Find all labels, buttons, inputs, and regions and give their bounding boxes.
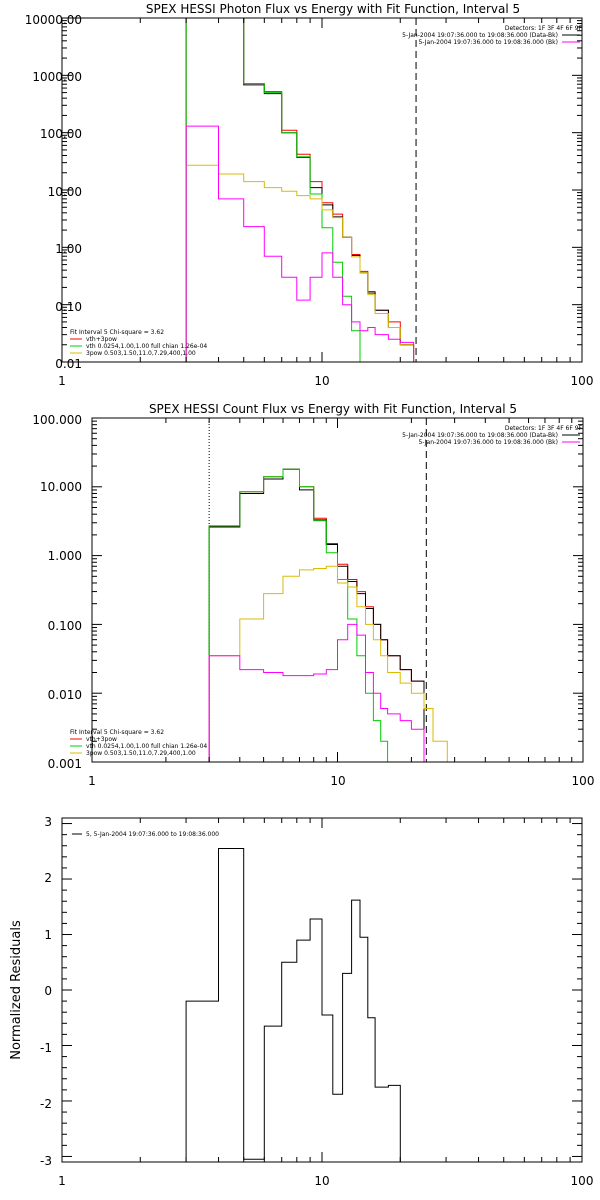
series-line-2 bbox=[185, 18, 368, 362]
y-tick-label: 0.100 bbox=[48, 619, 82, 633]
y-tick-label: 0.01 bbox=[55, 357, 82, 371]
series-line-4 bbox=[185, 125, 415, 362]
legend-entry: 5, 5-Jan-2004 19:07:36.000 to 19:08:36.0… bbox=[86, 831, 219, 838]
plot-area bbox=[61, 817, 583, 1163]
legend: Fit Interval 5 Chi-square = 3.62 vth+3po… bbox=[70, 329, 207, 357]
y-tick-label: 1 bbox=[44, 928, 52, 942]
x-ticks: 1 10 100 bbox=[88, 774, 594, 788]
x-tick-label: 1 bbox=[58, 1174, 66, 1188]
y-tick-label: 1.00 bbox=[55, 242, 82, 256]
y-tick-label: 0 bbox=[44, 984, 52, 998]
y-tick-label: 10.000 bbox=[40, 480, 82, 494]
series-line-0 bbox=[208, 468, 425, 762]
legend-title: Fit Interval 5 Chi-square = 3.62 bbox=[70, 729, 164, 736]
x-ticks: 1 10 100 bbox=[58, 374, 593, 388]
header-line: Detectors: 1F 3F 4F 6F 9F bbox=[505, 425, 583, 432]
legend-title: Fit Interval 5 Chi-square = 3.62 bbox=[70, 329, 164, 336]
plot-content bbox=[185, 848, 414, 1162]
series-line-1 bbox=[208, 468, 425, 762]
legend: 5, 5-Jan-2004 19:07:36.000 to 19:08:36.0… bbox=[72, 831, 219, 838]
legend-entry: 3pow 0.503,1.50,11.0,7.29,400,1.00 bbox=[86, 750, 196, 757]
x-tick-label: 100 bbox=[571, 1174, 594, 1188]
plot-area bbox=[61, 17, 583, 363]
legend-entry: 3pow 0.503,1.50,11.0,7.29,400,1.00 bbox=[86, 350, 196, 357]
x-tick-label: 1 bbox=[58, 374, 66, 388]
legend-entry: vth+3pow bbox=[86, 336, 117, 343]
chart-title: SPEX HESSI Count Flux vs Energy with Fit… bbox=[149, 402, 517, 416]
legend-entry: vth 0.0254,1.00,1.00 full chian 1.26e-04 bbox=[86, 743, 207, 750]
count-flux-chart: SPEX HESSI Count Flux vs Energy with Fit… bbox=[32, 402, 594, 788]
y-tick-label: 0.010 bbox=[48, 688, 82, 702]
header-line: Detectors: 1F 3F 4F 6F 9F bbox=[505, 25, 583, 32]
header-line: 5-Jan-2004 19:07:36.000 to 19:08:36.000 … bbox=[418, 439, 558, 446]
x-ticks: 1 10 100 bbox=[58, 1174, 593, 1188]
header-block: Detectors: 1F 3F 4F 6F 9F 5-Jan-2004 19:… bbox=[402, 425, 582, 446]
plot-content bbox=[208, 418, 448, 762]
series-line-3 bbox=[185, 164, 424, 362]
y-axis-label: Normalized Residuals bbox=[9, 920, 24, 1060]
y-tick-label: -3 bbox=[40, 1154, 52, 1168]
header-line: 5-Jan-2004 19:07:36.000 to 19:08:36.000 … bbox=[402, 32, 558, 39]
header-line: 5-Jan-2004 19:07:36.000 to 19:08:36.000 … bbox=[418, 39, 558, 46]
x-tick-label: 10 bbox=[314, 1174, 329, 1188]
y-tick-label: -1 bbox=[40, 1041, 52, 1055]
x-tick-label: 10 bbox=[314, 374, 329, 388]
legend-entry: vth 0.0254,1.00,1.00 full chian 1.26e-04 bbox=[86, 343, 207, 350]
y-tick-label: 1.000 bbox=[48, 549, 82, 563]
y-ticks: 3 2 1 0 -1 -2 -3 bbox=[40, 815, 52, 1168]
y-tick-label: 1000.00 bbox=[32, 70, 82, 84]
plot-area bbox=[91, 417, 584, 763]
x-tick-label: 1 bbox=[88, 774, 96, 788]
y-tick-label: 3 bbox=[44, 815, 52, 829]
series-line-4 bbox=[208, 623, 425, 762]
series-line-1 bbox=[185, 18, 415, 362]
residuals-chart: Normalized Residuals 1 10 100 3 2 1 0 -1… bbox=[9, 815, 593, 1188]
header-block: Detectors: 1F 3F 4F 6F 9F 5-Jan-2004 19:… bbox=[402, 25, 582, 46]
x-tick-label: 100 bbox=[572, 774, 595, 788]
y-tick-label: 100.00 bbox=[40, 127, 82, 141]
plot-content bbox=[185, 18, 424, 362]
y-tick-label: -2 bbox=[40, 1097, 52, 1111]
chart-title: SPEX HESSI Photon Flux vs Energy with Fi… bbox=[146, 2, 520, 16]
series-line-3 bbox=[208, 565, 448, 762]
y-tick-label: 0.10 bbox=[55, 300, 82, 314]
legend: Fit Interval 5 Chi-square = 3.62 vth+3po… bbox=[70, 729, 207, 757]
y-tick-label: 2 bbox=[44, 871, 52, 885]
header-line: 5-Jan-2004 19:07:36.000 to 19:08:36.000 … bbox=[402, 432, 558, 439]
x-tick-label: 100 bbox=[571, 374, 594, 388]
y-tick-label: 10000.00 bbox=[25, 13, 82, 27]
y-tick-label: 10.00 bbox=[48, 185, 82, 199]
y-tick-label: 100.000 bbox=[32, 413, 82, 427]
y-tick-label: 0.001 bbox=[48, 757, 82, 771]
y-ticks: 100.000 10.000 1.000 0.100 0.010 0.001 bbox=[32, 413, 82, 771]
series-line-0 bbox=[185, 848, 414, 1162]
x-tick-label: 10 bbox=[330, 774, 345, 788]
legend-entry: vth+3pow bbox=[86, 736, 117, 743]
y-ticks: 10000.00 1000.00 100.00 10.00 1.00 0.10 … bbox=[25, 13, 82, 371]
photon-flux-chart: SPEX HESSI Photon Flux vs Energy with Fi… bbox=[25, 2, 594, 388]
axes-frame bbox=[91, 417, 584, 763]
series-line-2 bbox=[208, 468, 401, 762]
